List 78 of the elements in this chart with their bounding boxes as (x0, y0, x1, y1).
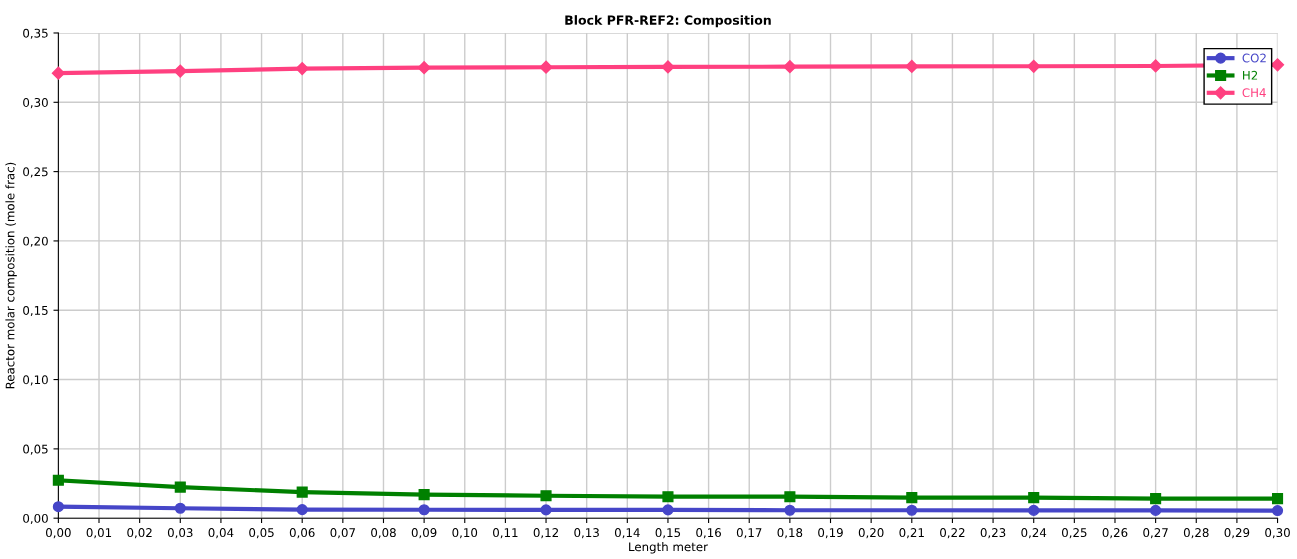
point (1271, 505, 1284, 517)
point (1028, 492, 1040, 504)
x-tick-label: 0,03 (167, 528, 193, 539)
chart-title: Block PFR-REF2: Composition (565, 15, 771, 28)
point (296, 486, 308, 498)
x-tick-label: 0,17 (736, 528, 762, 539)
point (418, 489, 430, 501)
x-tick-label: 0,16 (696, 528, 721, 539)
y-tick-label: 0,20 (23, 236, 48, 247)
x-tick-label: 0,12 (533, 528, 558, 539)
point (540, 504, 552, 516)
point (174, 481, 186, 493)
x-tick-label: 0,13 (574, 528, 599, 539)
point (783, 60, 797, 74)
point (296, 504, 308, 516)
point (52, 501, 64, 513)
legend-label: CO2 (1242, 53, 1266, 63)
x-tick-label: 0,11 (493, 528, 518, 539)
point (295, 62, 309, 76)
point (174, 502, 186, 514)
x-tick-label: 0,28 (1183, 528, 1209, 539)
x-tick-label: 0,08 (371, 528, 396, 539)
x-tick-label: 0,20 (858, 528, 884, 539)
point (662, 491, 674, 503)
legend-label: H2 (1243, 70, 1258, 80)
y-tick-label: 0,00 (23, 513, 48, 525)
x-tick-label: 0,19 (818, 528, 843, 539)
x-tick-label: 0,01 (86, 528, 112, 539)
y-tick-label: 0,05 (23, 444, 48, 455)
point (51, 66, 65, 80)
point (173, 64, 187, 78)
x-tick-label: 0,26 (1102, 528, 1128, 539)
point (1271, 493, 1284, 505)
point (1027, 59, 1041, 73)
x-tick-label: 0,15 (655, 528, 681, 539)
y-tick-label: 0,10 (23, 375, 48, 386)
point (1270, 58, 1285, 72)
x-tick-label: 0,04 (208, 528, 234, 539)
y-tick-label: 0,35 (23, 28, 48, 39)
point (906, 504, 918, 516)
x-tick-label: 0,30 (1265, 528, 1290, 539)
x-tick-label: 0,02 (127, 528, 152, 539)
x-tick-label: 0,25 (1061, 528, 1087, 539)
x-tick-label: 0,22 (940, 528, 965, 539)
point (418, 504, 430, 516)
legend-label: CH4 (1242, 88, 1266, 98)
point (662, 504, 674, 516)
x-tick-label: 0,24 (1021, 528, 1047, 539)
x-tick-label: 0,18 (777, 528, 803, 539)
point (52, 474, 64, 486)
point (417, 61, 431, 75)
point (784, 504, 796, 516)
y-tick-label: 0,15 (23, 305, 48, 317)
point (1028, 504, 1040, 516)
point (905, 59, 919, 73)
x-axis-title: Length meter (629, 542, 708, 554)
x-tick-label: 0,09 (411, 528, 437, 539)
point (1149, 59, 1163, 73)
y-tick-label: 0,25 (23, 167, 48, 178)
point (784, 491, 796, 503)
x-tick-label: 0,00 (46, 528, 71, 539)
point (1150, 504, 1162, 516)
point (540, 490, 552, 502)
x-tick-label: 0,05 (249, 528, 274, 539)
x-tick-label: 0,10 (452, 528, 478, 539)
y-tick-label: 0,30 (23, 98, 48, 109)
x-tick-label: 0,29 (1224, 528, 1250, 539)
point (906, 492, 918, 504)
x-tick-label: 0,14 (614, 528, 640, 539)
x-tick-label: 0,21 (899, 528, 924, 539)
point (1150, 493, 1162, 505)
x-tick-label: 0,23 (980, 528, 1006, 539)
x-tick-label: 0,06 (289, 528, 315, 539)
x-tick-label: 0,27 (1143, 528, 1168, 539)
x-tick-label: 0,07 (330, 528, 355, 539)
y-axis-title: Reactor molar composition (mole frac) (5, 162, 17, 389)
point (539, 60, 553, 74)
point (661, 60, 675, 74)
